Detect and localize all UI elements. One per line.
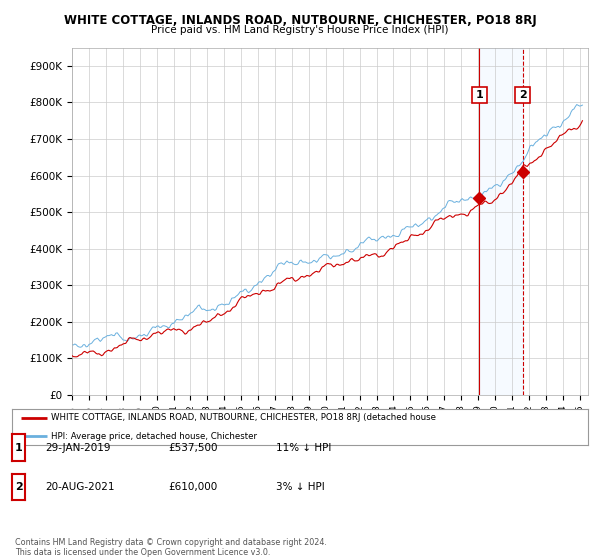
Text: 1: 1 <box>15 442 22 452</box>
Text: 3% ↓ HPI: 3% ↓ HPI <box>276 482 325 492</box>
Text: HPI: Average price, detached house, Chichester: HPI: Average price, detached house, Chic… <box>51 432 257 441</box>
Text: 1: 1 <box>476 90 483 100</box>
Text: Contains HM Land Registry data © Crown copyright and database right 2024.
This d: Contains HM Land Registry data © Crown c… <box>15 538 327 557</box>
Text: Price paid vs. HM Land Registry's House Price Index (HPI): Price paid vs. HM Land Registry's House … <box>151 25 449 35</box>
Text: £610,000: £610,000 <box>168 482 217 492</box>
Text: 2: 2 <box>518 90 526 100</box>
Text: 29-JAN-2019: 29-JAN-2019 <box>45 442 110 452</box>
Text: 11% ↓ HPI: 11% ↓ HPI <box>276 442 331 452</box>
Text: 2: 2 <box>15 482 22 492</box>
Text: £537,500: £537,500 <box>168 442 218 452</box>
Text: WHITE COTTAGE, INLANDS ROAD, NUTBOURNE, CHICHESTER, PO18 8RJ (detached house: WHITE COTTAGE, INLANDS ROAD, NUTBOURNE, … <box>51 413 436 422</box>
Text: 20-AUG-2021: 20-AUG-2021 <box>45 482 115 492</box>
Text: WHITE COTTAGE, INLANDS ROAD, NUTBOURNE, CHICHESTER, PO18 8RJ: WHITE COTTAGE, INLANDS ROAD, NUTBOURNE, … <box>64 14 536 27</box>
Bar <box>479 48 523 395</box>
